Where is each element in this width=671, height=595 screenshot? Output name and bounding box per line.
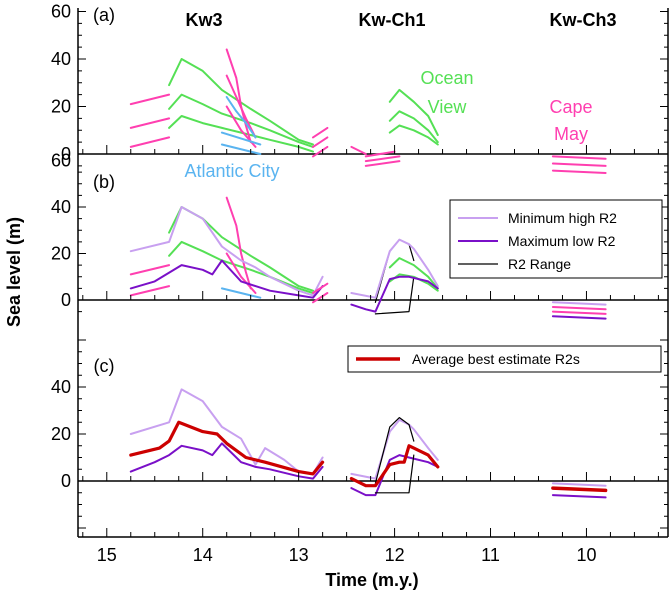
series-line: [388, 124, 439, 146]
panel-label: (a): [93, 5, 115, 25]
panel-1: 0 20 40 60 (b): [51, 151, 668, 320]
series-line: [364, 160, 401, 167]
y-tick-label: 0: [61, 290, 71, 310]
y-tick-label: 20: [51, 244, 71, 264]
x-tick-label: 15: [97, 545, 117, 565]
y-tick-label: 40: [51, 197, 71, 217]
series-line: [551, 169, 607, 174]
series-line: [364, 155, 401, 163]
y-tick-label: 60: [51, 151, 71, 171]
series-line: [551, 494, 607, 499]
legend-b-label-0: Minimum high R2: [508, 210, 617, 226]
series-line: [551, 315, 607, 320]
series-line: [350, 275, 439, 313]
x-tick-label: 12: [385, 545, 405, 565]
legend-b-box: [449, 199, 663, 279]
y-tick-label: 20: [51, 97, 71, 117]
series-line: [364, 150, 396, 158]
series-line: [225, 196, 252, 290]
series-line: [220, 131, 262, 146]
section-title-kw3: Kw3: [185, 10, 222, 30]
annotation-view: View: [428, 97, 468, 117]
series-line: [225, 252, 257, 294]
series-line: [129, 117, 171, 129]
series-line: [551, 310, 607, 315]
series-line: [168, 240, 314, 294]
series-line: [349, 444, 440, 488]
series-line: [129, 264, 171, 276]
series-line: [168, 93, 314, 148]
annotation-cape: Cape: [549, 97, 592, 117]
x-tick-label: 13: [289, 545, 309, 565]
legend-b-label-2: R2 Range: [508, 256, 571, 272]
panel-label: (c): [94, 356, 115, 376]
section-title-kw-ch3: Kw-Ch3: [550, 10, 617, 30]
series-line: [388, 257, 439, 290]
y-axis-label: Sea level (m): [4, 217, 24, 327]
series-line: [551, 155, 607, 160]
panel-2: 0 20 40 (c): [51, 339, 668, 529]
series-line: [168, 115, 314, 153]
panel-0: 0 20 40 60 (a): [51, 2, 668, 174]
series-line: [129, 93, 171, 106]
series-line: [551, 306, 607, 311]
y-tick-label: 40: [51, 49, 71, 69]
x-tick-label: 10: [576, 545, 596, 565]
series-line: [312, 145, 329, 158]
series-line: [129, 206, 324, 297]
series-line: [388, 88, 439, 136]
legend-c-box: [347, 345, 662, 373]
series-line: [312, 292, 329, 304]
series-line: [350, 418, 439, 480]
panels: 0 20 40 60 (a) 0 20 40 60 (b) 0 20 40 (c): [51, 2, 668, 529]
series-line: [350, 145, 367, 155]
panel-label: (b): [93, 172, 115, 192]
legend-b-label-1: Maximum low R2: [508, 233, 616, 249]
y-tick-label: 60: [51, 2, 71, 22]
y-tick-label: 0: [61, 144, 71, 164]
series-line: [551, 162, 607, 167]
series-line: [374, 454, 415, 494]
series-line: [129, 388, 324, 475]
series-line: [551, 486, 608, 493]
series-line: [225, 96, 257, 139]
annotation-may: May: [554, 124, 588, 144]
legend-c: Average best estimate R2s: [347, 345, 662, 373]
x-axis-ticks: 15 14 13 12 11 10: [82, 145, 659, 565]
legend-c-label-0: Average best estimate R2s: [412, 351, 580, 367]
series-line: [551, 301, 607, 306]
series-line: [129, 285, 171, 297]
series-line: [374, 417, 415, 484]
annotation-ocean: Ocean: [420, 68, 473, 88]
series-line: [312, 282, 329, 294]
series-line: [129, 420, 325, 476]
section-title-kw-ch1: Kw-Ch1: [359, 10, 426, 30]
series-line: [225, 74, 257, 139]
series-line: [129, 136, 171, 148]
series-line: [551, 482, 607, 487]
series-line: [312, 126, 329, 139]
series-line: [220, 143, 262, 155]
series-line: [374, 276, 415, 315]
x-tick-label: 14: [193, 545, 213, 565]
legend-b: Minimum high R2 Maximum low R2 R2 Range: [449, 199, 663, 279]
y-tick-label: 20: [51, 424, 71, 444]
series-line: [220, 287, 262, 299]
series-line: [350, 238, 439, 299]
series-line: [312, 136, 329, 148]
x-axis-label: Time (m.y.): [325, 570, 418, 590]
x-tick-label: 11: [481, 545, 500, 565]
y-tick-label: 40: [51, 377, 71, 397]
series-line: [350, 454, 439, 497]
annotation-atlantic-city: Atlantic City: [184, 161, 279, 181]
series-line: [388, 110, 439, 144]
series-line: [129, 259, 324, 299]
y-tick-label: 0: [61, 471, 71, 491]
